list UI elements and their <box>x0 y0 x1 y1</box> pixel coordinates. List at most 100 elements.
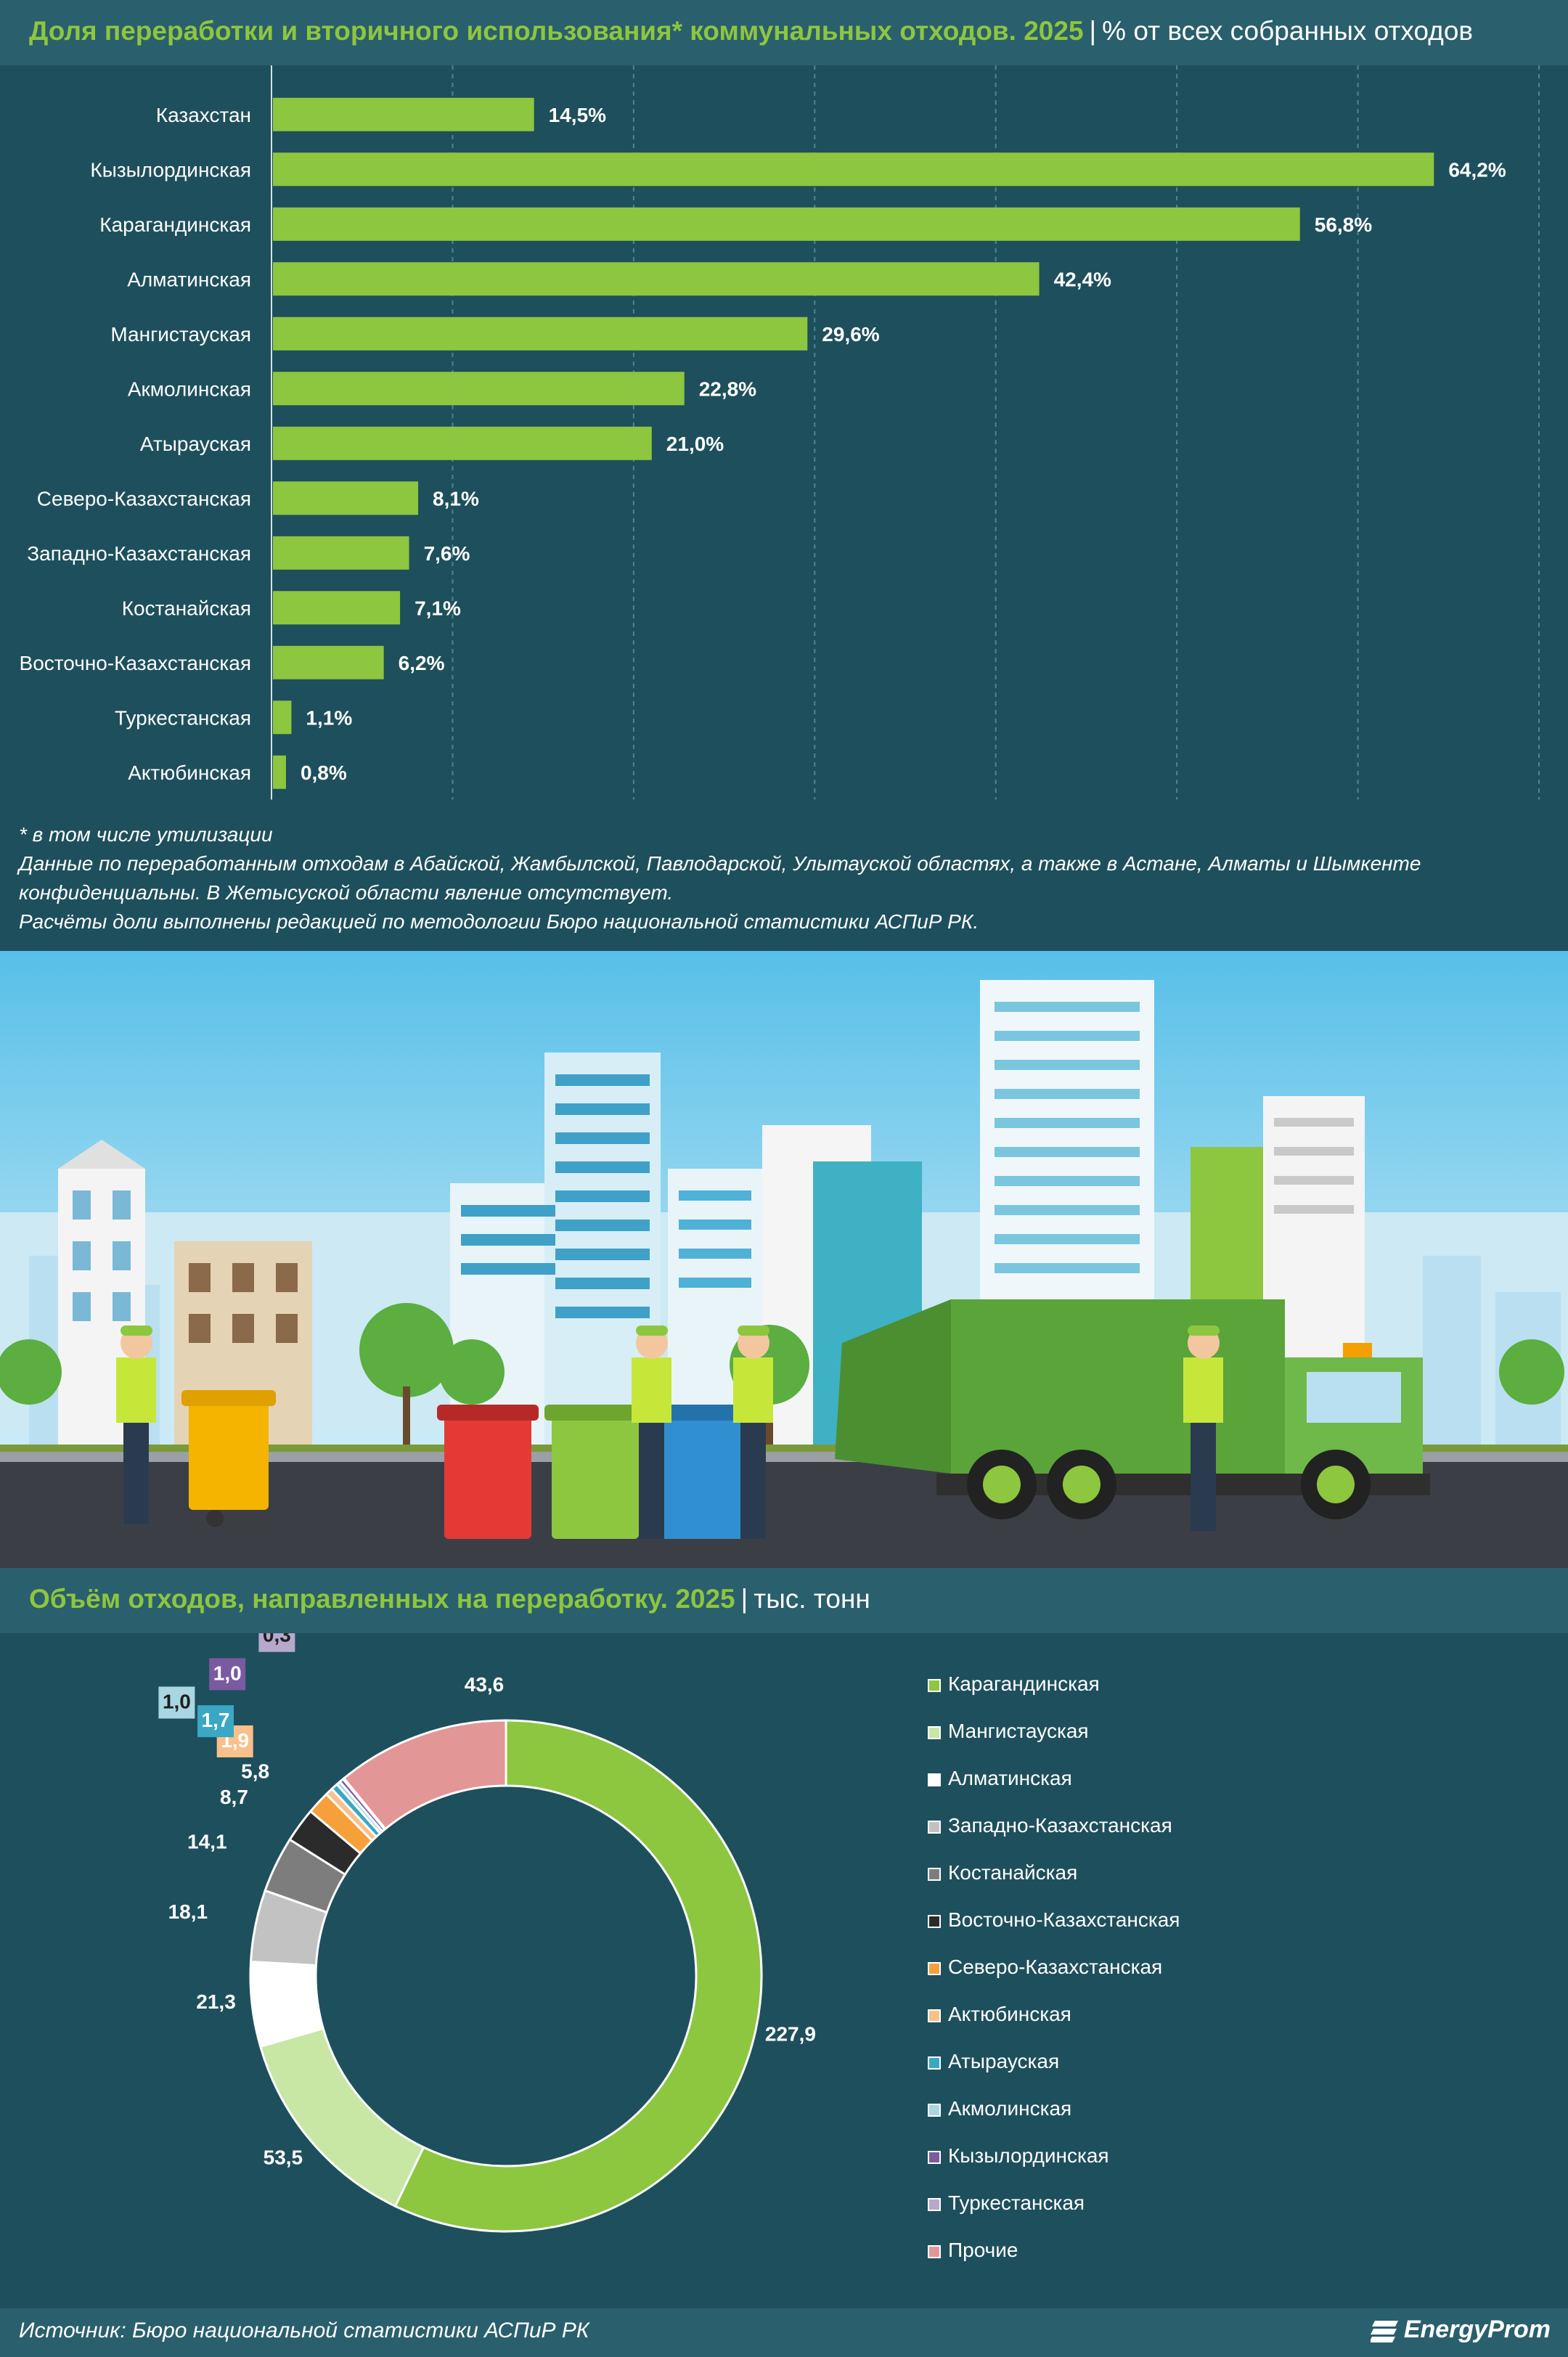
legend-swatch <box>928 1961 941 1975</box>
note-line: Расчёты доли выполнены редакцией по мето… <box>19 910 979 933</box>
data-label-box <box>158 1686 195 1719</box>
category-label: Карагандинская <box>99 213 251 236</box>
note-line: конфиденциальны. В Жетысуской области яв… <box>19 881 674 904</box>
legend-swatch <box>928 1725 941 1739</box>
legend-swatch <box>928 2009 941 2022</box>
donut-legend: Карагандинская Мангистауская Алматинская За… <box>928 1670 1180 2283</box>
legend-swatch <box>928 2150 941 2164</box>
category-label: Алматинская <box>127 268 251 290</box>
footer: Источник: Бюро национальной статистики А… <box>0 2308 1568 2357</box>
legend-item: Карагандинская <box>928 1670 1180 1717</box>
legend-label: Атырауская <box>948 2050 1060 2072</box>
donut-slice <box>393 1719 763 2233</box>
legend-item: Северо-Казахстанская <box>928 1953 1180 2000</box>
legend-item: Туркестанская <box>928 2189 1180 2236</box>
legend-swatch <box>928 2056 941 2070</box>
data-label: 6,2% <box>399 652 445 674</box>
legend-item: Акмолинская <box>928 2094 1180 2141</box>
bar <box>273 591 401 625</box>
legend-item: Западно-Казахстанская <box>928 1811 1180 1858</box>
donut-chart-header: Объём отходов, направленных на переработ… <box>0 1568 1568 1633</box>
source-text: Источник: Бюро национальной статистики А… <box>19 2319 589 2342</box>
bar <box>273 481 419 515</box>
data-label: 8,1% <box>433 487 479 510</box>
note-line: * в том числе утилизации <box>19 823 273 846</box>
legend-item: Прочие <box>928 2236 1180 2283</box>
bar-chart-title: Доля переработки и вторичного использова… <box>29 16 1084 46</box>
brand-name: EnergyProm <box>1403 2316 1551 2343</box>
legend-label: Западно-Казахстанская <box>948 1814 1172 1837</box>
brand-logo: EnergyProm <box>1370 2316 1551 2344</box>
data-label: 14,5% <box>549 104 606 126</box>
note-line: Данные по переработанным отходам в Абайс… <box>19 852 1421 875</box>
legend-label: Прочие <box>948 2239 1018 2261</box>
legend-swatch <box>928 2197 941 2211</box>
donut-slices <box>249 1719 763 2233</box>
category-label: Кызылординская <box>90 158 251 181</box>
data-label: 42,4% <box>1054 268 1111 290</box>
legend-label: Костанайская <box>948 1861 1078 1884</box>
legend-swatch <box>928 2103 941 2117</box>
bar <box>273 700 292 735</box>
legend-swatch <box>928 1820 941 1834</box>
category-label: Актюбинская <box>128 761 251 784</box>
bar <box>273 755 286 789</box>
data-label: 14,1 <box>187 1831 227 1853</box>
donut-labels: 227,953,521,318,114,18,75,81,91,71,01,00… <box>158 1633 816 2168</box>
legend-label: Восточно-Казахстанская <box>948 1908 1180 1931</box>
bar <box>273 426 652 460</box>
category-label: Казахстан <box>156 104 251 126</box>
legend-label: Карагандинская <box>948 1672 1100 1695</box>
waste-bins <box>181 1390 751 1539</box>
bar <box>273 97 534 131</box>
data-label: 1,0 <box>213 1662 242 1684</box>
data-label: 227,9 <box>765 2022 816 2045</box>
legend-swatch <box>928 1914 941 1928</box>
chart-notes: * в том числе утилизации Данные по перер… <box>19 820 1543 936</box>
legend-item: Актюбинская <box>928 2000 1180 2047</box>
donut-chart-unit: тыс. тонн <box>754 1584 870 1614</box>
legend-label: Мангистауская <box>948 1720 1089 1742</box>
legend-label: Акмолинская <box>948 2097 1072 2120</box>
data-label-box <box>197 1705 234 1738</box>
data-label: 1,7 <box>202 1709 230 1731</box>
legend-swatch <box>928 1867 941 1881</box>
data-label: 21,3 <box>196 1990 236 2013</box>
legend-label: Северо-Казахстанская <box>948 1956 1163 1978</box>
bar <box>273 536 409 570</box>
data-label: 22,8% <box>699 377 756 400</box>
data-label-box <box>258 1633 295 1652</box>
data-label: 5,8 <box>241 1760 269 1782</box>
data-label: 7,1% <box>415 597 461 619</box>
legend-item: Атырауская <box>928 2047 1180 2094</box>
legend-item: Кызылординская <box>928 2141 1180 2189</box>
data-label: 0,8% <box>301 761 347 784</box>
category-label: Мангистауская <box>110 323 251 346</box>
bar <box>273 372 685 406</box>
category-label: Восточно-Казахстанская <box>20 652 251 674</box>
legend-item: Мангистауская <box>928 1717 1180 1764</box>
data-label: 29,6% <box>822 323 879 346</box>
data-label: 43,6 <box>465 1673 505 1696</box>
workers <box>116 1325 1223 1539</box>
right-towers <box>980 980 1365 1445</box>
legend-label: Актюбинская <box>948 2003 1071 2025</box>
title-separator: | <box>740 1584 748 1614</box>
data-label: 1,1% <box>306 706 352 729</box>
legend-item: Восточно-Казахстанская <box>928 1905 1180 1953</box>
bar-chart: Казахстан 14,5% Кызылординская 64,2% Караган… <box>20 65 1540 800</box>
bar <box>273 645 384 679</box>
data-label: 0,3 <box>263 1633 291 1646</box>
donut-chart-title: Объём отходов, направленных на переработ… <box>29 1584 735 1614</box>
donut-slice <box>258 2027 425 2208</box>
bar <box>273 262 1040 296</box>
category-label: Туркестанская <box>115 706 251 729</box>
city-recycling-illustration <box>0 951 1568 1568</box>
legend-swatch <box>928 2244 941 2258</box>
donut-chart: 227,953,521,318,114,18,75,81,91,71,01,00… <box>158 1633 816 2233</box>
category-label: Костанайская <box>122 597 251 619</box>
data-label: 18,1 <box>168 1900 208 1923</box>
legend-swatch <box>928 1678 941 1692</box>
data-label: 64,2% <box>1448 158 1506 181</box>
category-label: Северо-Казахстанская <box>37 487 251 510</box>
